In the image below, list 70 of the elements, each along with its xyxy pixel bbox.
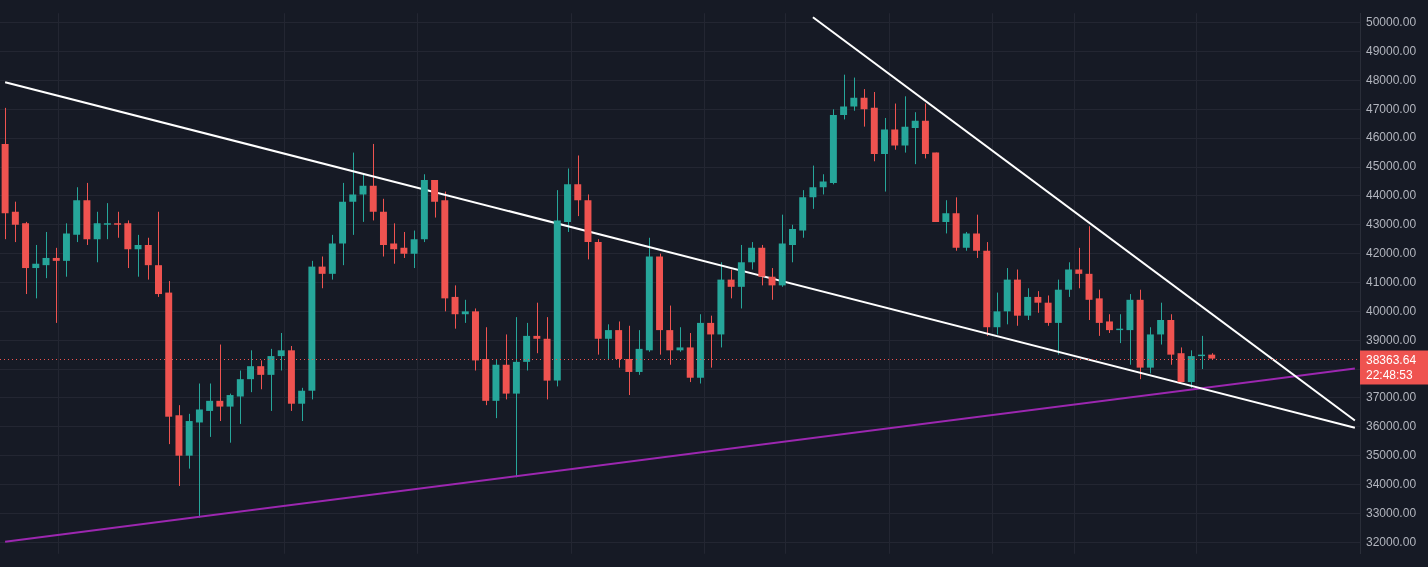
candlestick [748, 241, 756, 270]
y-tick-label: 44000.00 [1366, 188, 1417, 203]
y-tick-label: 39000.00 [1366, 332, 1417, 347]
y-tick-label: 37000.00 [1366, 390, 1417, 405]
y-tick-label: 33000.00 [1366, 505, 1417, 520]
y-tick-label: 36000.00 [1366, 419, 1417, 434]
y-tick-label: 41000.00 [1366, 274, 1417, 289]
candlestick [973, 214, 981, 259]
candlestick [134, 234, 142, 278]
candlestick [809, 165, 817, 210]
y-tick-label: 47000.00 [1366, 101, 1417, 116]
candlestick [32, 244, 40, 299]
y-tick-label: 35000.00 [1366, 447, 1417, 462]
candlestick [1075, 247, 1083, 289]
y-tick-label: 43000.00 [1366, 217, 1417, 232]
candlestick [676, 326, 684, 353]
candlestick [850, 77, 858, 112]
candlestick [461, 299, 469, 324]
candlestick [103, 202, 111, 240]
y-tick-label: 40000.00 [1366, 303, 1417, 318]
candlestick [349, 152, 357, 236]
candlestick [901, 95, 909, 154]
candlestick [819, 173, 827, 195]
candlestick [1065, 261, 1073, 298]
candlestick [768, 267, 776, 301]
text: 22:48:53 [1366, 367, 1414, 382]
y-tick-label: 48000.00 [1366, 72, 1417, 87]
candlestick [1157, 302, 1165, 346]
candlestick [206, 383, 214, 438]
candlestick [840, 74, 848, 120]
candlestick [860, 88, 868, 128]
candlestick [891, 103, 899, 151]
y-tick-label: 45000.00 [1366, 159, 1417, 174]
candlestick [1034, 290, 1042, 314]
y-tick-label: 32000.00 [1366, 534, 1417, 549]
candlestick [911, 111, 919, 165]
candlestick [604, 323, 612, 360]
candlestick [431, 179, 439, 219]
candlestick [298, 387, 306, 422]
candlestick [52, 247, 60, 324]
y-tick-label: 49000.00 [1366, 43, 1417, 58]
y-tick-label: 46000.00 [1366, 130, 1417, 145]
candlestick [635, 329, 643, 376]
candlestick [247, 349, 254, 393]
candlestick [257, 359, 265, 390]
candlestick [533, 302, 541, 354]
candlestick [789, 224, 796, 263]
candlestick [410, 230, 418, 269]
candlestick [11, 201, 19, 243]
candlestick [1106, 313, 1113, 334]
candlestick [451, 284, 459, 330]
y-tick-label: 34000.00 [1366, 476, 1417, 491]
candlestick [195, 383, 203, 519]
y-tick-label: 50000.00 [1366, 15, 1417, 30]
candlestick [318, 256, 326, 289]
candlestick [114, 211, 122, 239]
candlestick [236, 370, 244, 425]
candlestick [1024, 287, 1032, 321]
candlestick [226, 393, 234, 444]
candlestick [1044, 294, 1052, 327]
candlestick [574, 154, 582, 217]
y-tick-label: 42000.00 [1366, 245, 1417, 260]
candlestick [962, 231, 970, 252]
candlestick [942, 199, 950, 234]
candlestick [144, 237, 152, 281]
ref-line-label: 38363.64 [1366, 352, 1417, 367]
candlestick [727, 269, 735, 299]
candlestick [93, 211, 101, 263]
candlestick [277, 332, 285, 372]
candlestick [400, 231, 408, 259]
